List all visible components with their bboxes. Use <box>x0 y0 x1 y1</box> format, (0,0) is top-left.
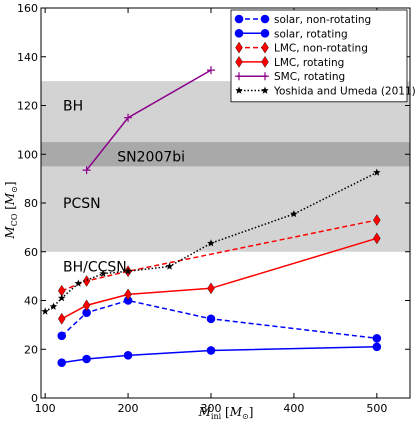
x-tick-label: 500 <box>366 402 387 415</box>
data-point-lmc-non-rotating <box>82 275 91 287</box>
data-point-solar-non-rotating <box>206 314 216 324</box>
data-point-lmc-rotating <box>57 312 66 325</box>
y-tick-label: 0 <box>31 392 38 405</box>
data-point-smc-rotating <box>124 113 133 122</box>
legend-marker-yoshida-and-umeda-2011 <box>235 86 243 94</box>
series-layer <box>41 66 382 367</box>
data-point-yoshida-and-umeda-2011 <box>99 269 107 277</box>
data-point-yoshida-and-umeda-2011 <box>290 209 298 218</box>
data-point-lmc-rotating <box>207 282 215 295</box>
data-point-yoshida-and-umeda-2011 <box>124 267 132 275</box>
band-label-sn2007bi: SN2007bi <box>117 150 185 166</box>
data-point-solar-non-rotating <box>57 331 67 341</box>
data-point-yoshida-and-umeda-2011 <box>207 239 215 247</box>
data-point-solar-rotating <box>206 346 216 355</box>
legend-label-lmc-rotating: LMC, rotating <box>274 57 344 69</box>
data-point-lmc-rotating <box>82 299 91 312</box>
legend-marker-yoshida-and-umeda-2011 <box>261 86 269 94</box>
legend-marker-solar-non-rotating <box>260 14 270 24</box>
legend-marker-lmc-non-rotating <box>235 41 243 54</box>
data-point-solar-non-rotating <box>372 333 382 343</box>
y-tick-label: 120 <box>17 100 38 113</box>
series-smc-rotating <box>82 66 215 175</box>
legend-entry-lmc-non-rotating: LMC, non-rotating <box>235 41 368 55</box>
background-bands <box>41 81 410 252</box>
x-tick-label: 200 <box>118 402 139 415</box>
data-point-yoshida-and-umeda-2011 <box>57 294 66 302</box>
data-point-solar-rotating <box>82 354 91 364</box>
band-sn2007bi <box>41 142 410 167</box>
y-axis-label: MCO [M⊙] <box>3 181 19 239</box>
legend: solar, non-rotating solar, rotating LMC, n… <box>230 9 415 103</box>
legend-marker-smc-rotating <box>261 72 269 81</box>
data-point-lmc-rotating <box>124 288 132 301</box>
y-tick-label: 160 <box>17 2 38 15</box>
legend-marker-smc-rotating <box>235 72 243 81</box>
band-label-bh: BH <box>63 99 83 115</box>
legend-marker-solar-non-rotating <box>234 14 244 24</box>
legend-label-smc-rotating: SMC, rotating <box>274 71 345 83</box>
svg-text:MCO [M⊙]: MCO [M⊙] <box>3 181 19 239</box>
svg-text:Mini [M⊙]: Mini [M⊙] <box>198 405 254 421</box>
y-tick-label: 20 <box>24 343 38 356</box>
series-yoshida-and-umeda-2011 <box>41 168 381 315</box>
legend-label-lmc-non-rotating: LMC, non-rotating <box>274 43 368 55</box>
legend-marker-lmc-rotating <box>261 56 269 68</box>
legend-marker-solar-rotating <box>234 29 244 38</box>
x-tick-label: 400 <box>283 402 304 415</box>
legend-box <box>230 9 408 103</box>
axis-ticks <box>41 7 410 399</box>
legend-entry-smc-rotating: SMC, rotating <box>235 71 345 83</box>
legend-marker-solar-rotating <box>260 29 270 38</box>
legend-entry-yoshida-and-umeda-2011: Yoshida and Umeda (2011) <box>235 86 415 98</box>
series-line-yoshida-and-umeda-2011 <box>44 171 378 313</box>
data-point-yoshida-and-umeda-2011 <box>49 302 58 310</box>
y-tick-label: 140 <box>17 51 38 64</box>
series-solar-rotating <box>57 342 382 367</box>
series-lmc-rotating <box>57 232 381 325</box>
x-axis-label: Mini [M⊙] <box>198 405 254 421</box>
band-labels: BH SN2007bi PCSN BH/CCSN <box>63 99 185 276</box>
data-point-lmc-rotating <box>373 232 381 245</box>
band-label-pcsn: PCSN <box>63 196 101 212</box>
legend-entry-lmc-rotating: LMC, rotating <box>235 56 344 69</box>
y-tick-label: 40 <box>24 295 38 308</box>
data-point-yoshida-and-umeda-2011 <box>41 307 49 315</box>
x-tick-label: 100 <box>35 402 56 415</box>
y-tick-label: 80 <box>24 197 38 210</box>
y-tick-label: 100 <box>17 148 38 161</box>
data-point-yoshida-and-umeda-2011 <box>74 279 83 287</box>
series-line-solar-non-rotating <box>61 299 377 340</box>
y-tick-label: 60 <box>24 246 38 259</box>
legend-label-yoshida-and-umeda-2011: Yoshida and Umeda (2011) <box>273 86 415 98</box>
data-point-solar-rotating <box>372 342 382 352</box>
data-point-smc-rotating <box>82 166 91 175</box>
legend-marker-lmc-rotating <box>235 56 243 68</box>
data-point-solar-rotating <box>57 358 67 367</box>
data-point-yoshida-and-umeda-2011 <box>373 168 381 176</box>
tick-labels: 100 200 300 400 500 0 20 40 60 80 100 120 140 160 <box>17 2 387 415</box>
data-point-lmc-non-rotating <box>373 214 381 226</box>
x-tick-label: 300 <box>200 402 221 415</box>
band-label-bh-ccsn: BH/CCSN <box>63 259 127 275</box>
data-point-solar-rotating <box>123 351 133 360</box>
data-point-yoshida-and-umeda-2011 <box>165 262 174 270</box>
series-line-lmc-non-rotating <box>61 219 377 292</box>
legend-entry-solar-non-rotating: solar, non-rotating <box>234 14 371 26</box>
series-line-solar-rotating <box>61 346 377 364</box>
legend-label-solar-non-rotating: solar, non-rotating <box>274 14 371 26</box>
legend-marker-lmc-non-rotating <box>261 41 269 54</box>
series-solar-non-rotating <box>57 296 382 343</box>
legend-entry-solar-rotating: solar, rotating <box>234 28 348 40</box>
data-point-smc-rotating <box>206 66 215 75</box>
legend-label-solar-rotating: solar, rotating <box>274 28 348 40</box>
